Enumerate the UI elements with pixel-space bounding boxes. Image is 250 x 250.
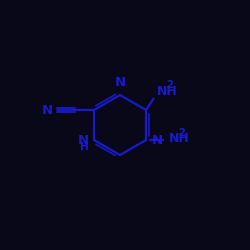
Text: 2: 2 <box>178 128 185 138</box>
Text: NH: NH <box>157 85 178 98</box>
Text: N: N <box>152 134 162 146</box>
Text: N: N <box>78 134 88 146</box>
Text: NH: NH <box>168 132 189 145</box>
Text: N: N <box>114 76 126 90</box>
Text: 2: 2 <box>167 80 173 90</box>
Text: N: N <box>42 104 53 117</box>
Text: H: H <box>80 142 88 152</box>
